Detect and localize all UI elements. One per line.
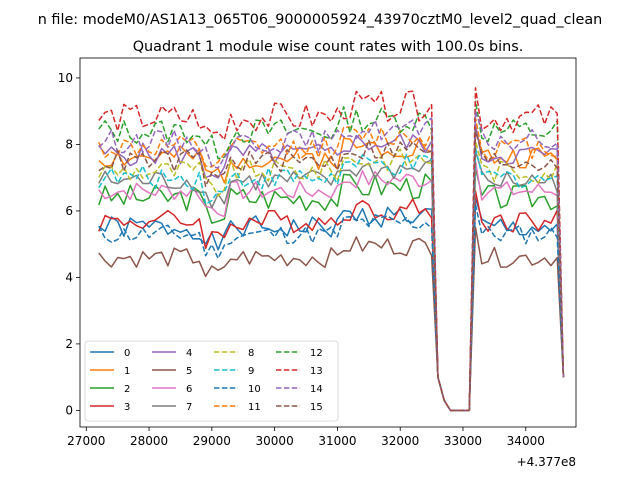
legend-label-15: 15	[310, 402, 323, 413]
y-tick-label: 6	[65, 204, 73, 218]
series-line-13	[98, 87, 565, 412]
legend-label-14: 14	[310, 384, 323, 395]
x-tick-label: 34000	[507, 434, 545, 448]
y-axis: 0 2 4 6 8 10	[58, 71, 80, 417]
legend-label-1: 1	[124, 366, 130, 377]
x-tick-label: 32000	[381, 434, 419, 448]
series-line-4	[98, 123, 565, 412]
legend-label-2: 2	[124, 384, 130, 395]
x-tick-label: 30000	[256, 434, 294, 448]
legend-label-8: 8	[248, 348, 254, 359]
legend-label-13: 13	[310, 366, 323, 377]
figure-suptitle: n file: modeM0/AS1A13_065T06_9000005924_…	[38, 12, 603, 28]
series-line-12	[98, 100, 565, 412]
chart-title: Quadrant 1 module wise count rates with …	[133, 39, 524, 55]
legend-label-10: 10	[248, 384, 261, 395]
legend-label-0: 0	[124, 348, 130, 359]
legend-label-11: 11	[248, 402, 261, 413]
series-line-3	[98, 190, 565, 412]
y-tick-label: 4	[65, 270, 73, 284]
y-tick-label: 0	[65, 403, 73, 417]
series-line-7	[98, 150, 565, 412]
x-tick-label: 29000	[193, 434, 231, 448]
series-line-15	[98, 130, 565, 412]
series-line-6	[98, 160, 565, 412]
x-offset-label: +4.377e8	[517, 455, 576, 469]
legend-label-7: 7	[186, 402, 192, 413]
x-tick-label: 27000	[67, 434, 105, 448]
axes-frame	[79, 57, 577, 428]
y-tick-label: 8	[65, 137, 73, 151]
x-tick-label: 31000	[318, 434, 356, 448]
x-tick-label: 33000	[444, 434, 482, 448]
series-line-9	[98, 147, 565, 412]
legend-label-6: 6	[186, 384, 192, 395]
y-tick-label: 2	[65, 337, 73, 351]
series-line-2	[98, 166, 565, 412]
series-lines	[98, 87, 565, 412]
series-line-10	[98, 203, 565, 412]
legend-label-9: 9	[248, 366, 254, 377]
series-line-11	[98, 117, 565, 412]
legend-label-3: 3	[124, 402, 130, 413]
legend-label-5: 5	[186, 366, 192, 377]
series-line-5	[98, 226, 565, 412]
legend-label-12: 12	[310, 348, 323, 359]
y-tick-label: 10	[58, 71, 73, 85]
legend-label-4: 4	[186, 348, 192, 359]
x-axis: 27000 28000 29000 30000 31000 32000 33000 34000	[67, 427, 545, 448]
x-tick-label: 28000	[130, 434, 168, 448]
legend-box	[84, 340, 339, 422]
series-line-8	[98, 140, 565, 412]
series-line-0	[98, 196, 565, 412]
